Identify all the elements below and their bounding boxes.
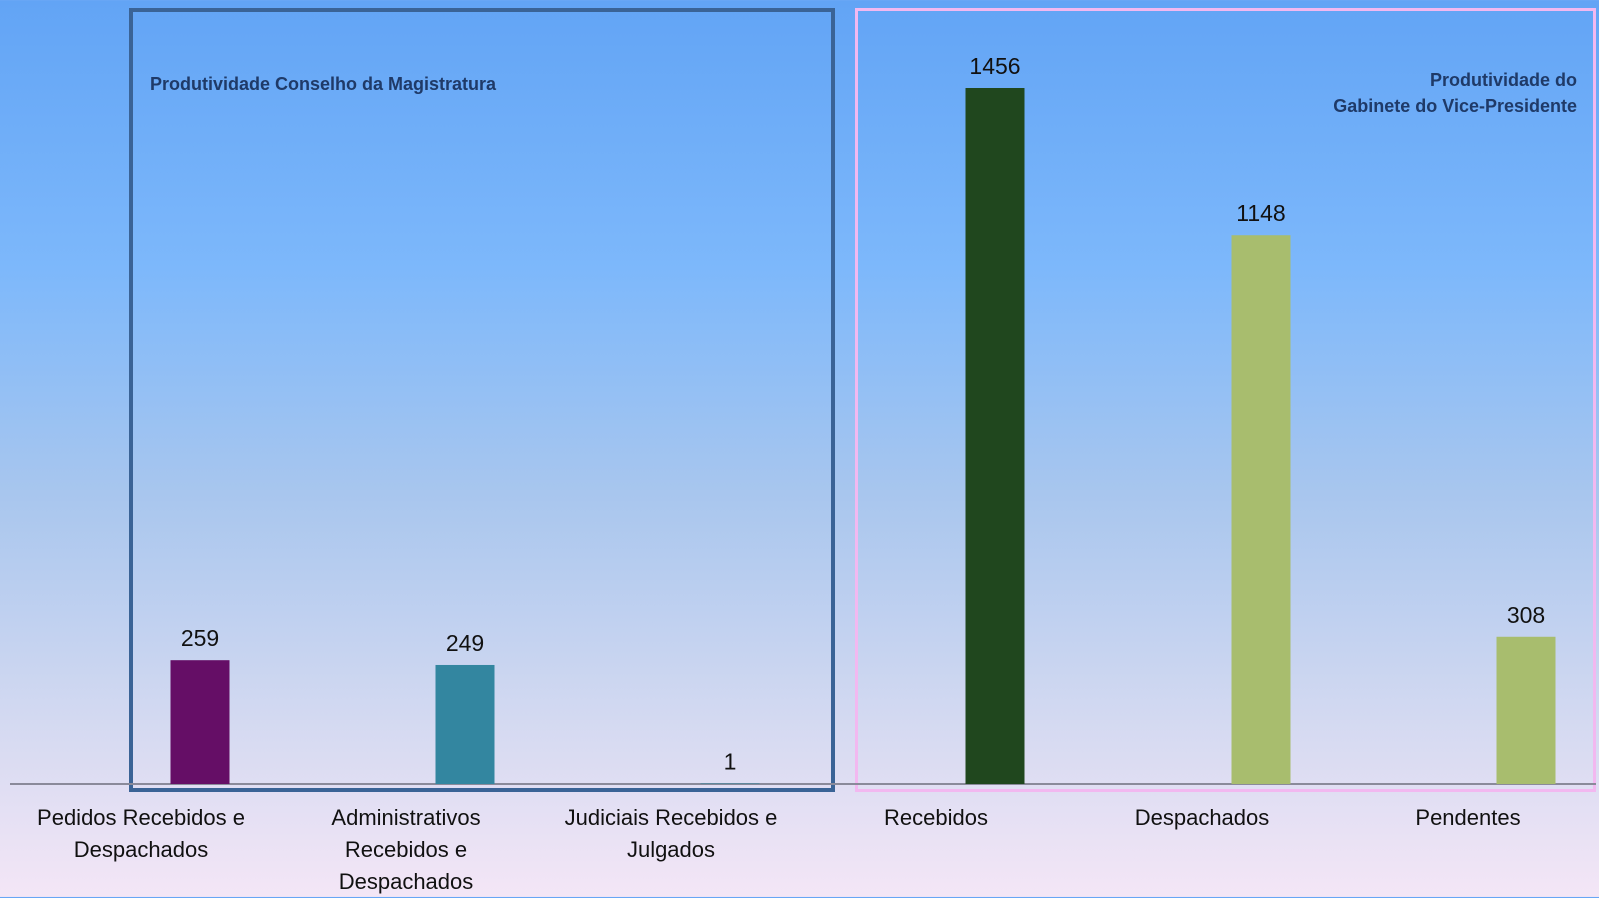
bar-pendentes: [1496, 636, 1556, 784]
data-label-despachados: 1148: [1236, 200, 1285, 226]
category-label-recebidos: Recebidos: [884, 805, 988, 830]
data-label-judiciais: 1: [724, 749, 737, 775]
category-label-pedidos: Pedidos Recebidos e Despachados: [37, 805, 245, 862]
data-label-pendentes: 308: [1507, 602, 1545, 628]
conselho-panel-frame: [129, 8, 835, 792]
category-label-despachados: Despachados: [1134, 805, 1270, 830]
bar-administrativos: [435, 664, 495, 784]
category-label-pendentes: Pendentes: [1415, 805, 1521, 830]
data-label-recebidos: 1456: [969, 53, 1020, 79]
conselho-chart-title: Produtividade Conselho da Magistratura: [150, 74, 497, 94]
gabinete-panel-frame: [855, 8, 1596, 792]
category-label-administrativos: Administrativos Recebidos e Despachados: [331, 805, 481, 894]
bar-judiciais: [700, 783, 760, 785]
gabinete-title-line-2: Gabinete do Vice-Presidente: [1333, 96, 1577, 116]
gabinete-chart-title: Produtividade do Gabinete do Vice-Presid…: [1333, 67, 1577, 119]
bar-recebidos: [965, 88, 1025, 784]
data-label-administrativos: 249: [446, 630, 484, 656]
bar-despachados: [1231, 235, 1291, 784]
category-label-judiciais: Judiciais Recebidos e Julgados: [564, 805, 778, 862]
data-label-pedidos: 259: [181, 625, 219, 651]
bar-pedidos: [170, 660, 230, 784]
gabinete-title-line-1: Produtividade do: [1429, 70, 1577, 90]
